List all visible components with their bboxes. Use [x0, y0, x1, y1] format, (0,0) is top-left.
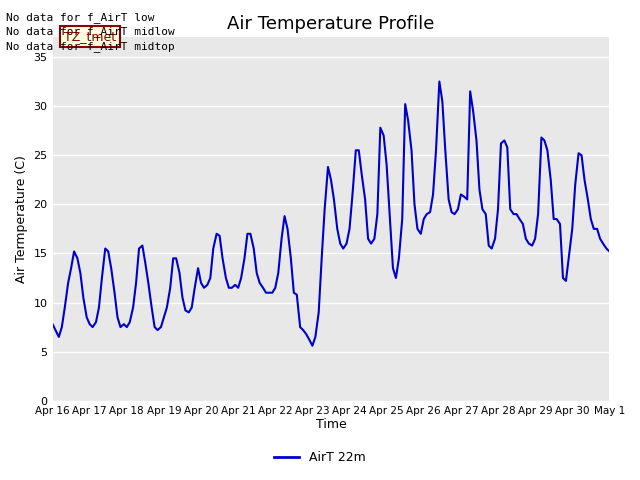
Text: TZ_tmet: TZ_tmet [63, 30, 116, 43]
X-axis label: Time: Time [316, 419, 346, 432]
Text: No data for f_AirT low: No data for f_AirT low [6, 12, 155, 23]
Legend: AirT 22m: AirT 22m [269, 446, 371, 469]
Text: No data for f_AirT midlow: No data for f_AirT midlow [6, 26, 175, 37]
Y-axis label: Air Termperature (C): Air Termperature (C) [15, 155, 28, 283]
Title: Air Temperature Profile: Air Temperature Profile [227, 15, 435, 33]
Text: No data for f_AirT midtop: No data for f_AirT midtop [6, 41, 175, 52]
